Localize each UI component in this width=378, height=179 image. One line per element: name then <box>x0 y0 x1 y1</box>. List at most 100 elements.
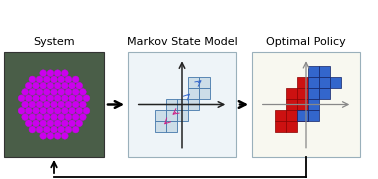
Bar <box>307 66 319 77</box>
Circle shape <box>40 132 46 139</box>
Circle shape <box>36 76 43 83</box>
Circle shape <box>51 114 57 120</box>
Circle shape <box>72 114 79 120</box>
Circle shape <box>79 101 86 108</box>
Bar <box>296 88 307 99</box>
Bar <box>187 88 198 99</box>
Circle shape <box>54 95 61 101</box>
Bar <box>307 110 319 121</box>
Text: Markov State Model: Markov State Model <box>127 37 237 47</box>
Circle shape <box>65 89 72 95</box>
Circle shape <box>33 120 39 127</box>
Circle shape <box>83 107 90 114</box>
Circle shape <box>58 114 65 120</box>
Circle shape <box>47 120 54 127</box>
Circle shape <box>54 82 61 89</box>
Bar <box>252 52 360 157</box>
Text: System: System <box>33 37 75 47</box>
Bar <box>177 99 187 110</box>
Bar <box>274 110 285 121</box>
Circle shape <box>25 82 32 89</box>
Circle shape <box>43 89 50 95</box>
Circle shape <box>25 107 32 114</box>
Circle shape <box>79 114 86 120</box>
Circle shape <box>65 114 72 120</box>
Bar <box>166 121 177 132</box>
Circle shape <box>33 82 39 89</box>
Circle shape <box>29 101 36 108</box>
Bar <box>187 77 198 88</box>
Bar <box>296 99 307 110</box>
Circle shape <box>58 126 65 133</box>
Circle shape <box>83 95 90 101</box>
Circle shape <box>36 126 43 133</box>
Bar <box>319 88 330 99</box>
Circle shape <box>65 126 72 133</box>
Circle shape <box>51 76 57 83</box>
Circle shape <box>43 126 50 133</box>
Circle shape <box>69 107 75 114</box>
Circle shape <box>40 70 46 76</box>
Circle shape <box>76 107 83 114</box>
Circle shape <box>33 107 39 114</box>
Bar <box>296 110 307 121</box>
Circle shape <box>58 101 65 108</box>
Circle shape <box>18 107 25 114</box>
Circle shape <box>72 76 79 83</box>
Circle shape <box>69 95 75 101</box>
Circle shape <box>69 120 75 127</box>
Bar <box>198 88 209 99</box>
Bar <box>177 110 187 121</box>
Circle shape <box>22 114 28 120</box>
Circle shape <box>29 76 36 83</box>
Circle shape <box>72 126 79 133</box>
Circle shape <box>62 70 68 76</box>
Circle shape <box>76 120 83 127</box>
Circle shape <box>29 89 36 95</box>
Circle shape <box>25 95 32 101</box>
Bar <box>307 99 319 110</box>
Bar <box>187 99 198 110</box>
Circle shape <box>18 95 25 101</box>
Circle shape <box>43 101 50 108</box>
Bar <box>319 77 330 88</box>
Circle shape <box>54 70 61 76</box>
Circle shape <box>40 107 46 114</box>
Circle shape <box>51 126 57 133</box>
Bar <box>319 66 330 77</box>
Circle shape <box>72 89 79 95</box>
Circle shape <box>36 89 43 95</box>
Bar <box>285 110 296 121</box>
Circle shape <box>51 89 57 95</box>
Bar <box>155 121 166 132</box>
Circle shape <box>65 76 72 83</box>
Circle shape <box>62 132 68 139</box>
Bar <box>198 77 209 88</box>
Bar <box>296 77 307 88</box>
Circle shape <box>29 114 36 120</box>
Circle shape <box>40 120 46 127</box>
Circle shape <box>65 101 72 108</box>
Circle shape <box>40 95 46 101</box>
Circle shape <box>76 82 83 89</box>
Circle shape <box>47 82 54 89</box>
Bar <box>166 110 177 121</box>
Circle shape <box>62 95 68 101</box>
Circle shape <box>62 120 68 127</box>
Bar <box>296 110 307 121</box>
Circle shape <box>36 101 43 108</box>
Bar <box>307 88 319 99</box>
Circle shape <box>29 126 36 133</box>
Circle shape <box>54 120 61 127</box>
Circle shape <box>47 95 54 101</box>
Circle shape <box>47 70 54 76</box>
Bar <box>307 77 319 88</box>
Circle shape <box>51 101 57 108</box>
Text: Optimal Policy: Optimal Policy <box>266 37 346 47</box>
Circle shape <box>36 114 43 120</box>
Circle shape <box>58 76 65 83</box>
Circle shape <box>58 89 65 95</box>
Bar <box>285 121 296 132</box>
Bar <box>285 99 296 110</box>
Circle shape <box>22 89 28 95</box>
